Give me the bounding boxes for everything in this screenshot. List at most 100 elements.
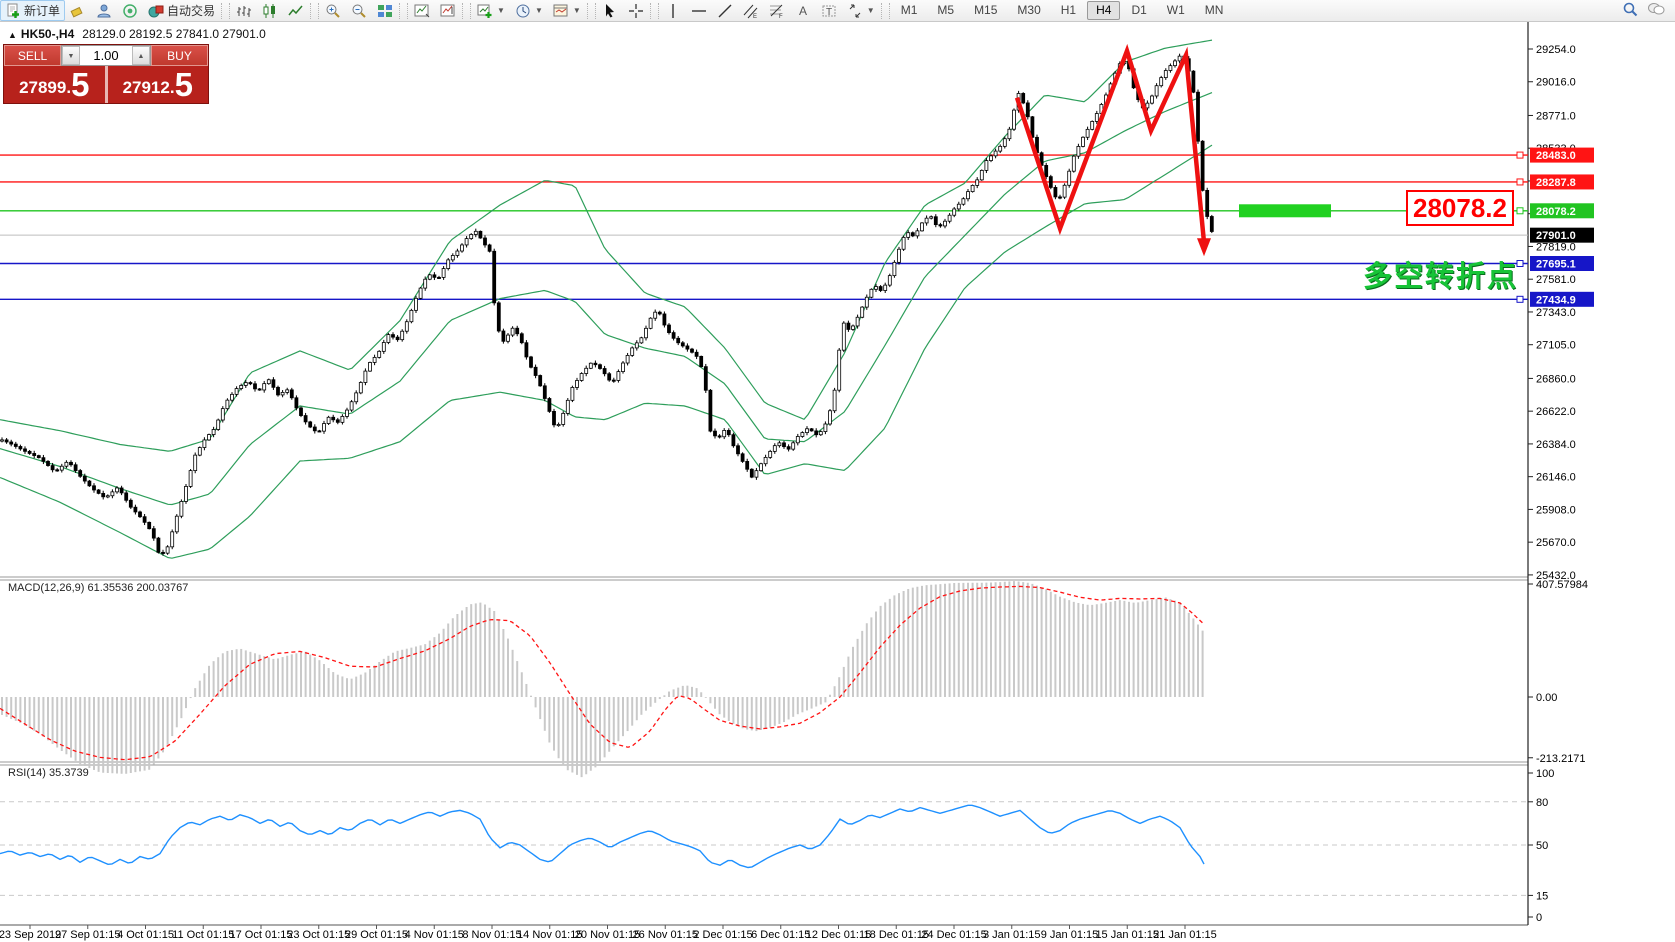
indicator-window-button[interactable] (409, 0, 435, 21)
timeframe-button-h4[interactable]: H4 (1087, 1, 1121, 20)
templates-button[interactable]: ▼ (548, 0, 586, 21)
tile-windows-icon (377, 3, 393, 19)
zoom-out-button[interactable] (346, 0, 372, 21)
sell-button[interactable]: SELL (4, 45, 61, 66)
toolbar-right (1622, 1, 1665, 21)
svg-text:50: 50 (1536, 840, 1548, 852)
hline-handle[interactable] (1516, 295, 1524, 303)
date-tick-label: 11 Oct 01:15 (172, 929, 234, 941)
buy-button[interactable]: BUY (151, 45, 208, 66)
period-icon (515, 3, 531, 19)
timeframe-button-m1[interactable]: M1 (900, 3, 918, 17)
svg-text:25670.0: 25670.0 (1536, 537, 1576, 549)
autotrading-icon (148, 3, 164, 19)
profiles-button[interactable] (91, 0, 117, 21)
timeframe-button-m30[interactable]: M30 (1017, 3, 1041, 17)
svg-text:100: 100 (1536, 768, 1554, 780)
zoom-in-button[interactable] (320, 0, 346, 21)
text-button[interactable]: A (790, 0, 816, 21)
date-tick-label: 14 Nov 01:15 (517, 929, 582, 941)
crosshair-icon (628, 3, 644, 19)
chat-button[interactable] (1647, 1, 1665, 20)
svg-text:E: E (753, 14, 757, 19)
date-tick-label: 20 Nov 01:15 (575, 929, 640, 941)
dropdown-caret-icon[interactable]: ▼ (572, 6, 581, 15)
macd-indicator-label: MACD(12,26,9) 61.35536 200.03767 (8, 582, 189, 594)
crosshair-button[interactable] (623, 0, 649, 21)
line-chart-button[interactable] (283, 0, 309, 21)
toolbar-separator (399, 2, 409, 19)
price-annotation-box[interactable]: 28078.2 (1406, 190, 1514, 226)
periods-button[interactable]: ▼ (510, 0, 548, 21)
arrows-button[interactable]: ▼ (842, 0, 880, 21)
highlight-rectangle[interactable] (1239, 204, 1331, 218)
channel-button[interactable]: E (738, 0, 764, 21)
autotrading-button[interactable]: 自动交易 (143, 0, 220, 21)
date-tick-label: 2 Dec 01:15 (693, 929, 752, 941)
hline-button[interactable] (686, 0, 712, 21)
volume-increase-button[interactable]: ▲ (132, 46, 150, 65)
date-tick-label: 6 Dec 01:15 (751, 929, 810, 941)
dropdown-caret-icon[interactable]: ▼ (866, 6, 875, 15)
zoom-out-icon (351, 3, 367, 19)
buy-price-big: 5 (174, 66, 193, 103)
vline-button[interactable] (660, 0, 686, 21)
tile-windows-button[interactable] (372, 0, 398, 21)
bar-chart-icon (236, 3, 252, 19)
toolbar-separator (586, 2, 596, 19)
hline-handle[interactable] (1516, 151, 1524, 159)
buy-price[interactable]: 27912. 5 (108, 66, 209, 103)
label-button[interactable]: T (816, 0, 842, 21)
timeframe-button-h1[interactable]: H1 (1060, 3, 1077, 17)
hline-handle[interactable] (1516, 207, 1524, 215)
dropdown-caret-icon[interactable]: ▼ (497, 6, 505, 15)
svg-text:27695.1: 27695.1 (1536, 259, 1576, 271)
timeframe-button-d1[interactable]: D1 (1131, 3, 1147, 17)
trendline-button[interactable] (712, 0, 738, 21)
svg-text:407.57984: 407.57984 (1536, 579, 1588, 591)
candlestick-button[interactable] (257, 0, 283, 21)
eraser-button[interactable] (65, 0, 91, 21)
new-order-button[interactable]: 新订单 (0, 0, 66, 21)
svg-text:T: T (826, 7, 832, 18)
collapse-panel-arrow[interactable]: ▲ (8, 30, 17, 40)
svg-text:0.00: 0.00 (1536, 692, 1557, 704)
template-icon (553, 3, 569, 19)
dropdown-caret-icon[interactable]: ▼ (534, 6, 543, 15)
hline-handle[interactable] (1516, 178, 1524, 186)
timeframe-button-mn[interactable]: MN (1204, 3, 1224, 17)
sell-price[interactable]: 27899. 5 (4, 66, 105, 103)
svg-text:28287.8: 28287.8 (1536, 177, 1576, 189)
hline-handle[interactable] (1516, 260, 1524, 268)
svg-text:26146.0: 26146.0 (1536, 472, 1576, 484)
trend-zigzag-arrow[interactable] (1014, 43, 1207, 243)
volume-input[interactable] (80, 46, 132, 65)
svg-text:26622.0: 26622.0 (1536, 406, 1576, 418)
zoom-in-icon (325, 3, 341, 19)
cursor-button[interactable] (597, 0, 623, 21)
toolbar-separator (880, 2, 890, 19)
date-tick-label: 17 Oct 01:15 (230, 929, 293, 941)
svg-text:F: F (779, 14, 783, 19)
turning-point-note[interactable]: 多空转折点 (1363, 261, 1519, 293)
volume-decrease-button[interactable]: ▼ (62, 46, 80, 65)
svg-text:27105.0: 27105.0 (1536, 340, 1576, 352)
timeframe-button-m5[interactable]: M5 (937, 3, 955, 17)
toolbar-separator (649, 2, 659, 19)
search-button[interactable] (1622, 1, 1639, 21)
line-chart-icon (288, 3, 304, 19)
new-order-button-label: 新订单 (24, 4, 61, 18)
date-tick-label: 3 Jan 01:15 (983, 929, 1041, 941)
svg-text:15: 15 (1536, 890, 1548, 902)
fibo-button[interactable]: F (764, 0, 790, 21)
bar-chart-button[interactable] (231, 0, 257, 21)
indicator-list-button[interactable] (435, 0, 461, 21)
timeframe-button-m15[interactable]: M15 (974, 3, 998, 17)
candlestick-icon (262, 3, 278, 19)
cursor-icon (602, 3, 618, 19)
timeframe-button-w1[interactable]: W1 (1166, 3, 1185, 17)
new-chart-button[interactable]: ▼ (472, 0, 510, 21)
signals-button[interactable] (117, 0, 143, 21)
indicator-window-icon (414, 3, 430, 19)
